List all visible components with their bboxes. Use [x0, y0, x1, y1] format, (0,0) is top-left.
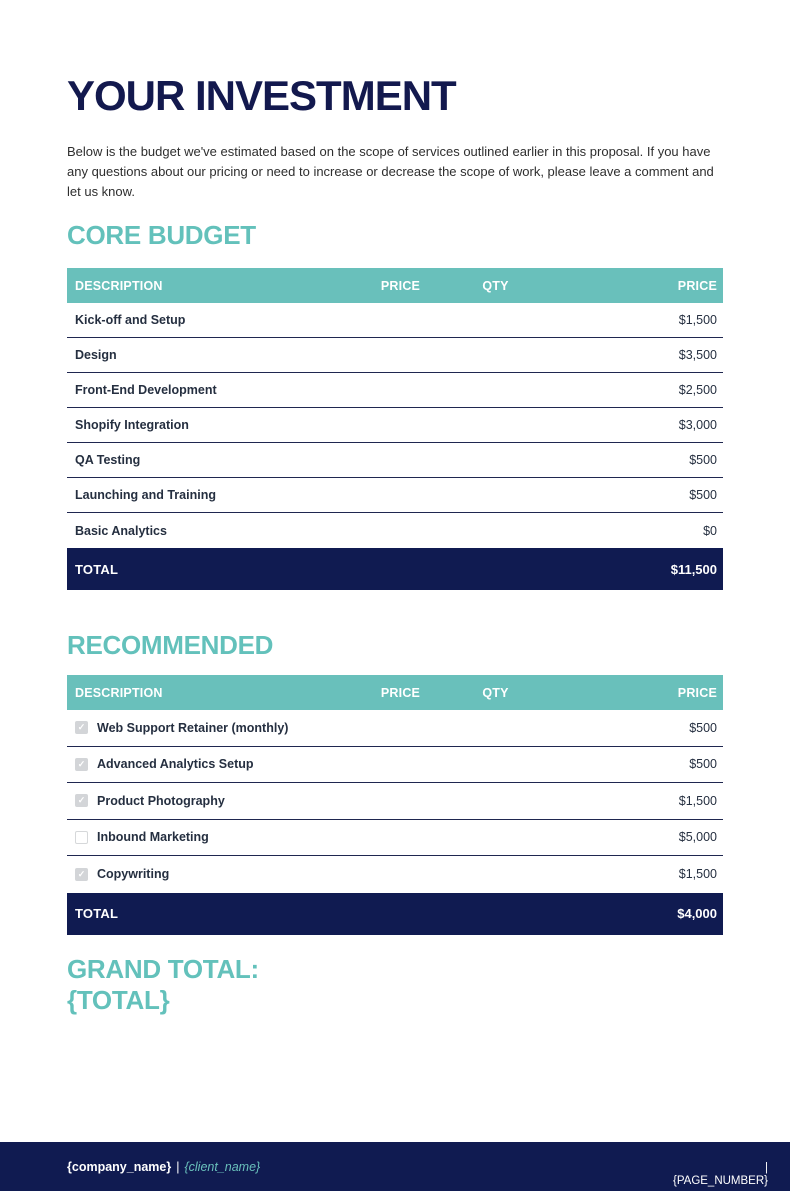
client-name: {client_name}: [184, 1159, 261, 1174]
row-description-cell: Front-End Development: [67, 383, 343, 397]
checkbox-checked-icon[interactable]: ✓: [75, 757, 88, 771]
table-row: Shopify Integration $3,000: [67, 408, 723, 443]
row-description: Web Support Retainer (monthly): [97, 720, 289, 735]
table-row: ✓ Advanced Analytics Setup $500: [67, 746, 723, 783]
column-header-description: DESCRIPTION: [75, 278, 163, 293]
footer-divider: |: [176, 1159, 180, 1174]
grand-total-value: {TOTAL}: [67, 984, 170, 1015]
footer-page-info: | {PAGE_NUMBER}: [673, 1142, 790, 1191]
row-description-cell: QA Testing: [67, 453, 343, 467]
core-budget-total-row: TOTAL $11,500: [67, 548, 723, 590]
core-budget-rows: Kick-off and Setup $1,500 Design $3,500 Fron…: [67, 303, 723, 548]
core-budget-table: DESCRIPTION PRICE QTY PRICE Kick-off and…: [67, 268, 723, 590]
row-description-cell: ✓ Advanced Analytics Setup: [67, 757, 343, 771]
row-price: $500: [689, 757, 717, 772]
row-price: $1,500: [678, 867, 717, 882]
row-price: $500: [689, 453, 717, 467]
row-description: Launching and Training: [75, 488, 216, 502]
total-label: TOTAL: [75, 906, 119, 921]
table-header-row: DESCRIPTION PRICE QTY PRICE: [67, 268, 723, 303]
table-row: ✓ Web Support Retainer (monthly) $500: [67, 710, 723, 747]
checkbox-checked-icon[interactable]: ✓: [75, 794, 88, 808]
row-description: Front-End Development: [75, 383, 217, 397]
column-header-price-total: PRICE: [677, 278, 717, 293]
row-price: $500: [689, 488, 717, 502]
recommended-total-row: TOTAL $4,000: [67, 892, 723, 935]
column-header-qty: QTY: [482, 278, 509, 293]
row-description: Inbound Marketing: [97, 830, 209, 845]
grand-total-label: GRAND TOTAL:: [67, 953, 259, 984]
page-footer: {company_name} | {client_name} | {PAGE_N…: [0, 1142, 790, 1191]
row-description-cell: Design: [67, 348, 343, 362]
page-divider: |: [765, 1162, 768, 1174]
row-description: Shopify Integration: [75, 418, 189, 432]
row-description-cell: Kick-off and Setup: [67, 313, 343, 327]
row-price: $1,500: [678, 313, 717, 327]
row-description: Kick-off and Setup: [75, 313, 186, 327]
recommended-table: DESCRIPTION PRICE QTY PRICE ✓ Web Support…: [67, 675, 723, 935]
column-header-price-unit: PRICE: [380, 685, 421, 700]
column-header-price-total: PRICE: [677, 685, 717, 700]
company-name: {company_name}: [67, 1159, 172, 1174]
row-price: $5,000: [678, 830, 717, 845]
total-value: $4,000: [677, 906, 717, 921]
grand-total: GRAND TOTAL: {TOTAL}: [67, 954, 723, 1016]
core-budget-heading: CORE BUDGET: [67, 220, 256, 250]
recommended-rows: ✓ Web Support Retainer (monthly) $500 ✓ Adva…: [67, 710, 723, 893]
footer-company-client: {company_name} | {client_name}: [0, 1142, 260, 1191]
checkbox-checked-icon[interactable]: ✓: [75, 721, 88, 735]
page-number: {PAGE_NUMBER}: [672, 1175, 768, 1187]
row-description: Basic Analytics: [75, 523, 167, 538]
row-description-cell: Shopify Integration: [67, 418, 343, 432]
proposal-page: YOUR INVESTMENT Below is the budget we'v…: [0, 75, 790, 1016]
row-price: $1,500: [678, 793, 717, 808]
row-description-cell: ✓ Copywriting: [67, 867, 343, 881]
table-row: Basic Analytics $0: [67, 513, 723, 548]
row-price: $3,000: [678, 418, 717, 432]
total-value: $11,500: [670, 561, 717, 577]
column-header-description: DESCRIPTION: [75, 685, 163, 700]
table-row: ✓ Product Photography $1,500: [67, 783, 723, 820]
row-description: Advanced Analytics Setup: [97, 757, 254, 772]
row-description-cell: Basic Analytics: [67, 524, 343, 538]
row-description-cell: Launching and Training: [67, 488, 343, 502]
total-label: TOTAL: [75, 561, 119, 577]
table-row: ✓ Copywriting $1,500: [67, 856, 723, 893]
table-row: Inbound Marketing $5,000: [67, 819, 723, 856]
table-row: Launching and Training $500: [67, 478, 723, 513]
table-header-row: DESCRIPTION PRICE QTY PRICE: [67, 675, 723, 710]
row-description: Design: [75, 348, 117, 362]
checkbox-unchecked-icon[interactable]: [75, 830, 88, 844]
row-price: $500: [689, 720, 717, 735]
row-description-cell: ✓ Product Photography: [67, 794, 343, 808]
intro-paragraph: Below is the budget we've estimated base…: [67, 144, 714, 199]
table-row: Design $3,500: [67, 338, 723, 373]
row-description: Product Photography: [97, 793, 225, 808]
column-header-qty: QTY: [482, 685, 509, 700]
row-price: $3,500: [678, 348, 717, 362]
row-description: QA Testing: [75, 453, 141, 467]
checkbox-checked-icon[interactable]: ✓: [75, 867, 88, 881]
table-row: Kick-off and Setup $1,500: [67, 303, 723, 338]
row-description-cell: Inbound Marketing: [67, 830, 343, 844]
table-row: QA Testing $500: [67, 443, 723, 478]
column-header-price-unit: PRICE: [380, 278, 421, 293]
table-row: Front-End Development $2,500: [67, 373, 723, 408]
row-description-cell: ✓ Web Support Retainer (monthly): [67, 721, 343, 735]
page-title: YOUR INVESTMENT: [67, 72, 457, 119]
row-description: Copywriting: [97, 867, 170, 882]
recommended-heading: RECOMMENDED: [67, 630, 274, 660]
row-price: $0: [703, 523, 717, 538]
row-price: $2,500: [678, 383, 717, 397]
